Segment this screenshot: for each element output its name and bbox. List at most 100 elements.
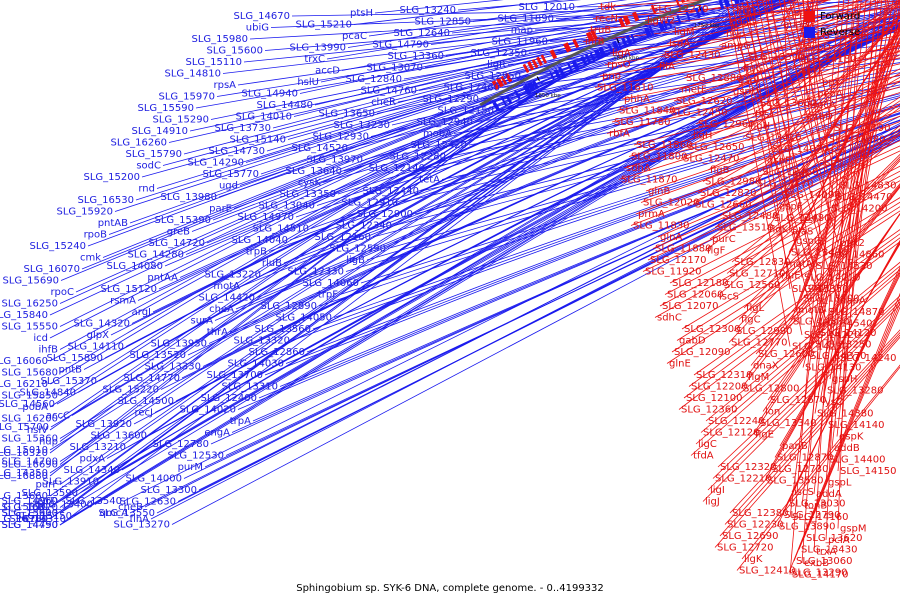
gene-label: SLG_12010 xyxy=(519,2,575,13)
callout-line xyxy=(326,0,681,60)
gene-label: glnA xyxy=(660,232,682,243)
gene-label: SLG_16260 xyxy=(111,138,167,149)
gene-label: SLG_16060 xyxy=(0,356,48,367)
reverse-gene-block xyxy=(553,68,561,79)
gene-label: SLG_15850 xyxy=(2,391,58,402)
callout-line xyxy=(59,57,604,304)
callout-line xyxy=(135,38,647,201)
gene-label: SLG_14350 xyxy=(0,468,48,479)
reverse-gene-block xyxy=(685,11,691,21)
gene-label: SLG_12360 xyxy=(681,405,737,416)
callout-line xyxy=(630,121,900,226)
callout-line xyxy=(237,129,900,410)
callout-line xyxy=(681,197,900,330)
callout-line xyxy=(797,0,823,152)
tick-mark xyxy=(616,38,620,43)
gene-label: SLG_14480 xyxy=(257,100,313,111)
callout-line xyxy=(202,27,900,367)
callout-line xyxy=(599,28,900,77)
gene-label: SLG_13660 xyxy=(760,98,816,109)
gene-label: tetA xyxy=(419,175,440,186)
callout-line xyxy=(635,115,900,215)
callout-line xyxy=(237,19,696,86)
gene-label: SLG_12400 xyxy=(201,393,257,404)
gene-label: hup xyxy=(726,29,745,40)
gene-label: exbB xyxy=(804,558,829,569)
gene-label: SLG_16210 xyxy=(0,379,48,390)
gene-label: SLG_14530 xyxy=(816,261,872,272)
gene-label: SLG_13060 xyxy=(796,556,852,567)
reverse-gene-block xyxy=(492,101,501,112)
reverse-gene-block xyxy=(662,20,668,30)
callout-line xyxy=(783,0,835,198)
gene-label: SLG_12820 xyxy=(700,188,756,199)
gene-label: SLG_13410 xyxy=(745,133,801,144)
gene-label: SLG_12470 xyxy=(683,154,739,165)
gene-label: SLG_13590 xyxy=(22,488,78,499)
callout-line xyxy=(49,87,543,454)
callout-line xyxy=(295,19,900,218)
callout-line xyxy=(647,145,900,261)
callout-line xyxy=(718,0,830,46)
gene-label: SLG_14180 xyxy=(800,54,856,65)
gene-label: SLG_13340 xyxy=(760,418,816,429)
forward-gene-block xyxy=(585,31,595,42)
gene-label: SLG_14230 xyxy=(792,342,848,353)
gene-label: SLG_14560 xyxy=(0,399,55,410)
callout-line xyxy=(805,44,900,288)
reverse-gene-block xyxy=(505,94,513,104)
forward-gene-block xyxy=(675,0,680,5)
gene-label: guaB xyxy=(783,20,809,31)
gene-label: SLG_14970 xyxy=(238,212,294,223)
callout-line xyxy=(49,92,534,477)
gene-label: SLG_14010 xyxy=(236,112,292,123)
gene-label: SLG_13990 xyxy=(290,43,346,54)
gene-label: SLG_14280 xyxy=(128,250,184,261)
tick-mark xyxy=(536,76,540,82)
gene-label: SLG_14160 xyxy=(792,512,848,523)
callout-line xyxy=(751,0,803,278)
callout-line xyxy=(387,103,900,249)
gene-label: SLG_12200 xyxy=(691,382,747,393)
gene-label: SLG_12180 xyxy=(672,278,728,289)
gene-label: infB xyxy=(585,37,605,48)
gene-label: SLG_14490 xyxy=(2,520,58,531)
callout-line xyxy=(156,36,652,189)
callout-line xyxy=(204,135,900,468)
callout-line xyxy=(289,23,900,241)
reverse-gene-block xyxy=(616,39,622,49)
callout-line xyxy=(150,132,900,520)
reverse-gene-block xyxy=(612,40,620,51)
callout-line xyxy=(549,20,900,42)
reverse-gene-block xyxy=(739,0,745,3)
gene-label: ligJ xyxy=(705,497,720,508)
callout-line xyxy=(724,331,900,525)
gene-label: SLG_13330 xyxy=(145,362,201,373)
gene-label: SLG_12730 xyxy=(772,464,828,475)
gene-label: ihfB xyxy=(39,345,59,356)
reverse-gene-block xyxy=(593,48,602,59)
gene-label: trpB xyxy=(246,247,267,258)
callout-line xyxy=(790,20,900,322)
gene-label: exbD xyxy=(805,43,831,54)
callout-line xyxy=(374,0,504,14)
gene-label: rnd xyxy=(138,184,155,195)
callout-line xyxy=(245,0,783,163)
callout-line xyxy=(740,186,900,389)
callout-line xyxy=(195,22,686,109)
gene-label: SLG_14510 xyxy=(253,224,309,235)
gene-label: SLG_14340 xyxy=(64,465,120,476)
callout-line xyxy=(59,0,750,526)
callout-line xyxy=(788,292,900,573)
gene-label: icd xyxy=(33,333,48,344)
reverse-gene-block xyxy=(625,35,633,45)
gene-label: SLG_14690 xyxy=(810,31,866,42)
gene-label: SLG_15350 xyxy=(792,284,848,295)
gene-label: sodC xyxy=(136,161,161,172)
gene-label: SLG_12530 xyxy=(168,451,224,462)
callout-line xyxy=(712,298,900,479)
callout-line xyxy=(366,104,900,261)
gene-label: phhA xyxy=(624,94,650,105)
gene-label: SLG_12690 xyxy=(722,531,778,542)
gene-label: SLG_13520 xyxy=(130,350,186,361)
